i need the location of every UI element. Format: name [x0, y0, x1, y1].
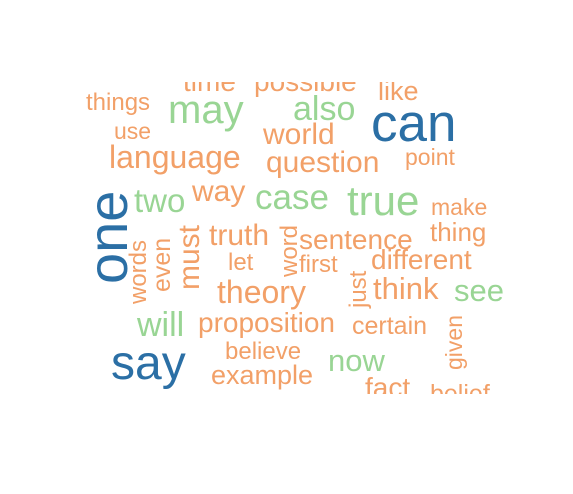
word-world: world: [263, 118, 335, 151]
word-must: must: [173, 224, 206, 290]
word-first: first: [299, 251, 338, 278]
word-say: say: [111, 337, 186, 390]
word-language: language: [109, 139, 241, 175]
word-theory: theory: [217, 274, 306, 310]
word-make: make: [431, 194, 488, 220]
word-will: will: [137, 306, 185, 344]
word-see: see: [454, 273, 504, 308]
word-also: also: [293, 90, 356, 128]
word-sentence: sentence: [299, 224, 413, 255]
word-even: even: [148, 237, 176, 292]
word-case: case: [255, 178, 329, 217]
word-like: like: [378, 82, 419, 106]
word-certain: certain: [352, 312, 428, 340]
word-fact: fact: [365, 372, 411, 395]
word-let: let: [228, 249, 254, 276]
word-possible: possible: [254, 82, 357, 96]
word-truth: truth: [209, 219, 270, 252]
word-way: way: [192, 175, 246, 208]
word-use: use: [114, 118, 152, 144]
word-given: given: [441, 315, 467, 370]
word-true: true: [347, 177, 420, 224]
word-think: think: [373, 271, 439, 306]
word-point: point: [405, 144, 455, 170]
word-time: time: [183, 82, 236, 96]
word-question: question: [266, 146, 380, 179]
word-thing: thing: [430, 217, 487, 247]
word-two: two: [134, 182, 186, 219]
word-example: example: [211, 360, 314, 390]
word-may: may: [168, 88, 244, 132]
word-now: now: [328, 343, 385, 378]
word-believe: believe: [225, 338, 302, 365]
word-different: different: [371, 244, 472, 275]
word-can: can: [371, 94, 457, 153]
word-things: things: [86, 89, 151, 116]
word-just: just: [345, 270, 372, 308]
word-belief: belief: [430, 380, 490, 395]
word-proposition: proposition: [198, 307, 335, 338]
